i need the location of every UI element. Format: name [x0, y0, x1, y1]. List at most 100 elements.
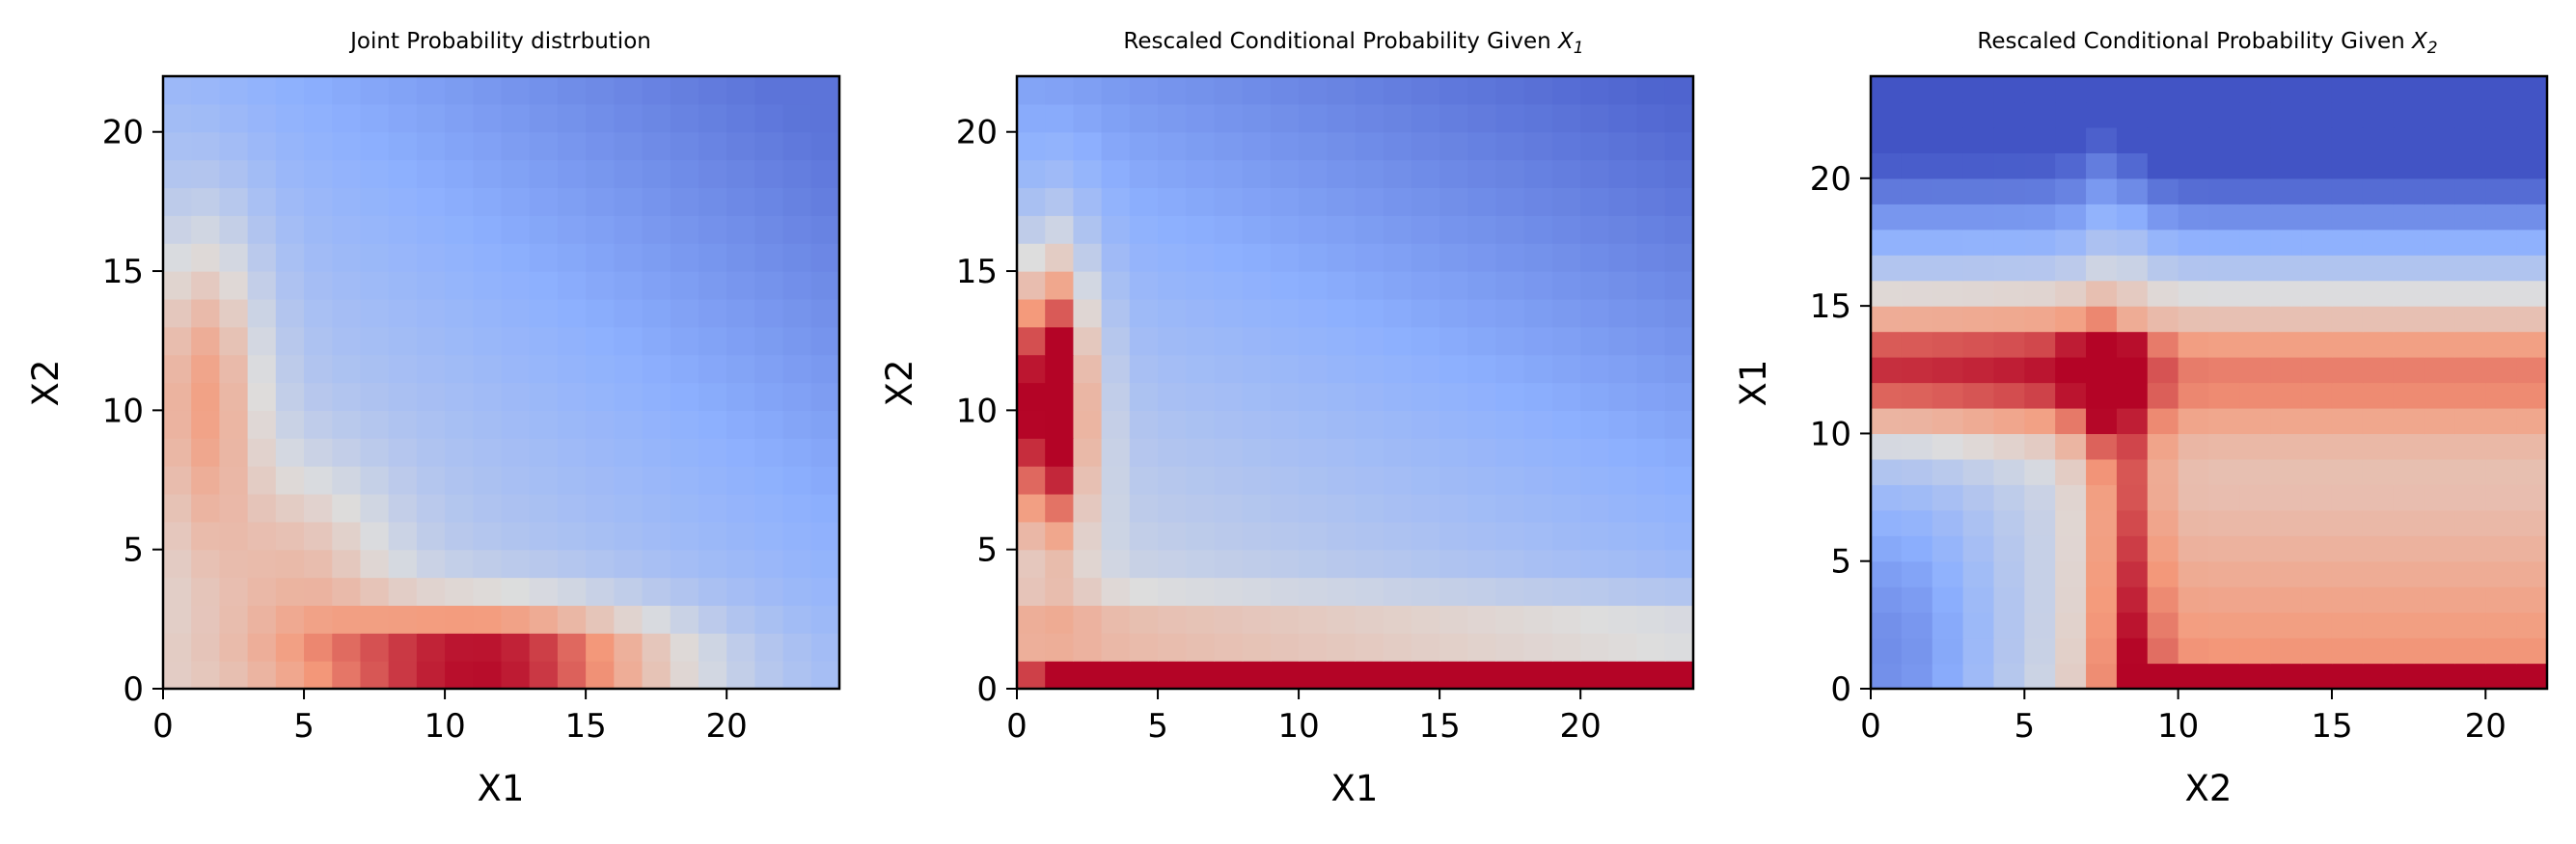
heatmap-cell — [219, 633, 249, 662]
heatmap-cell — [275, 187, 305, 216]
heatmap-cell — [698, 493, 727, 523]
heatmap-cell — [1214, 493, 1244, 523]
heatmap-cell — [1270, 243, 1300, 272]
heatmap-cell — [754, 243, 784, 272]
heatmap-cell — [1327, 605, 1357, 634]
heatmap-cell — [2424, 638, 2456, 665]
heatmap-cell — [698, 605, 727, 634]
heatmap-cell — [1901, 407, 1933, 435]
heatmap-cell — [2393, 152, 2425, 179]
y-tick-label: 15 — [102, 253, 144, 291]
heatmap-cell — [2270, 357, 2302, 384]
heatmap-cell — [1901, 638, 1933, 665]
heatmap-cell — [191, 298, 221, 328]
heatmap-cell — [1580, 159, 1609, 189]
heatmap-cell — [2301, 612, 2333, 639]
heatmap-cell — [1045, 605, 1075, 634]
heatmap-cell — [1580, 410, 1609, 439]
heatmap-cell — [2055, 407, 2087, 435]
heatmap-cell — [754, 187, 784, 216]
heatmap-cell — [416, 103, 446, 133]
heatmap-cell — [501, 354, 531, 384]
heatmap-cell — [2116, 152, 2149, 179]
heatmap-cell — [782, 577, 812, 607]
heatmap-cell — [1355, 215, 1384, 244]
heatmap-cell — [1993, 509, 2025, 536]
heatmap-cell — [163, 466, 192, 495]
y-tick-label: 0 — [123, 670, 144, 709]
heatmap-cell — [1439, 131, 1468, 161]
heatmap-cell — [529, 103, 559, 133]
heatmap-cell — [332, 131, 362, 161]
heatmap-cell — [2516, 560, 2548, 587]
heatmap-cell — [1327, 76, 1357, 105]
heatmap-cell — [1901, 177, 1933, 204]
heatmap-cell — [1871, 229, 1903, 256]
heatmap-cell — [2393, 177, 2425, 204]
y-tick-label: 15 — [1810, 287, 1851, 326]
heatmap-cell — [2331, 458, 2364, 485]
heatmap-cell — [1017, 326, 1046, 356]
heatmap-cell — [2331, 586, 2364, 613]
heatmap-cell — [2393, 331, 2425, 358]
heatmap-cell — [698, 187, 727, 216]
heatmap-cell — [388, 271, 418, 300]
heatmap-cell — [275, 131, 305, 161]
heatmap-cell — [191, 493, 221, 523]
heatmap-cell — [2178, 407, 2210, 435]
heatmap-cell — [473, 271, 503, 300]
heatmap-cell — [1962, 560, 1995, 587]
heatmap-cell — [1383, 633, 1412, 662]
heatmap-cell — [163, 438, 192, 467]
heatmap-cell — [1871, 484, 1903, 511]
heatmap-cell — [1608, 521, 1638, 551]
heatmap-cell — [2024, 484, 2056, 511]
heatmap-cell — [219, 493, 249, 523]
heatmap-cell — [163, 76, 192, 105]
heatmap-cell — [360, 438, 390, 467]
heatmap-cell — [1045, 215, 1075, 244]
heatmap-cell — [445, 187, 474, 216]
heatmap-cell — [1608, 215, 1638, 244]
heatmap-cell — [332, 159, 362, 189]
heatmap-cell — [332, 549, 362, 579]
heatmap-cell — [1962, 255, 1995, 282]
heatmap-cell — [1186, 326, 1216, 356]
heatmap-cell — [2331, 357, 2364, 384]
heatmap-cell — [670, 605, 699, 634]
heatmap-cell — [782, 493, 812, 523]
heatmap-cell — [1186, 493, 1216, 523]
heatmap-cell — [2024, 126, 2056, 153]
heatmap-cell — [416, 410, 446, 439]
heatmap-cell — [754, 633, 784, 662]
heatmap-cell — [2024, 382, 2056, 409]
heatmap-cell — [501, 187, 531, 216]
heatmap-cell — [557, 549, 587, 579]
heatmap-cell — [1608, 298, 1638, 328]
heatmap-cell — [1901, 382, 1933, 409]
heatmap-cell — [2086, 484, 2118, 511]
heatmap-cell — [557, 131, 587, 161]
heatmap-cell — [726, 633, 755, 662]
heatmap-cell — [1073, 577, 1103, 607]
heatmap-cell — [332, 577, 362, 607]
heatmap-cell — [810, 466, 840, 495]
heatmap-cell — [2485, 101, 2517, 128]
heatmap-cell — [1129, 354, 1159, 384]
heatmap-cell — [2178, 255, 2210, 282]
heatmap-cell — [2270, 433, 2302, 460]
heatmap-cell — [557, 493, 587, 523]
heatmap-cell — [2331, 509, 2364, 536]
heatmap-cell — [416, 354, 446, 384]
heatmap-cell — [1962, 177, 1995, 204]
heatmap-cell — [1495, 76, 1525, 105]
heatmap-cell — [2393, 433, 2425, 460]
heatmap-cell — [1270, 187, 1300, 216]
heatmap-cell — [2086, 76, 2118, 103]
heatmap-cell — [304, 215, 333, 244]
heatmap-cell — [2485, 433, 2517, 460]
heatmap-cell — [586, 577, 615, 607]
heatmap-cell — [2485, 177, 2517, 204]
heatmap-cell — [698, 633, 727, 662]
heatmap-cell — [332, 438, 362, 467]
